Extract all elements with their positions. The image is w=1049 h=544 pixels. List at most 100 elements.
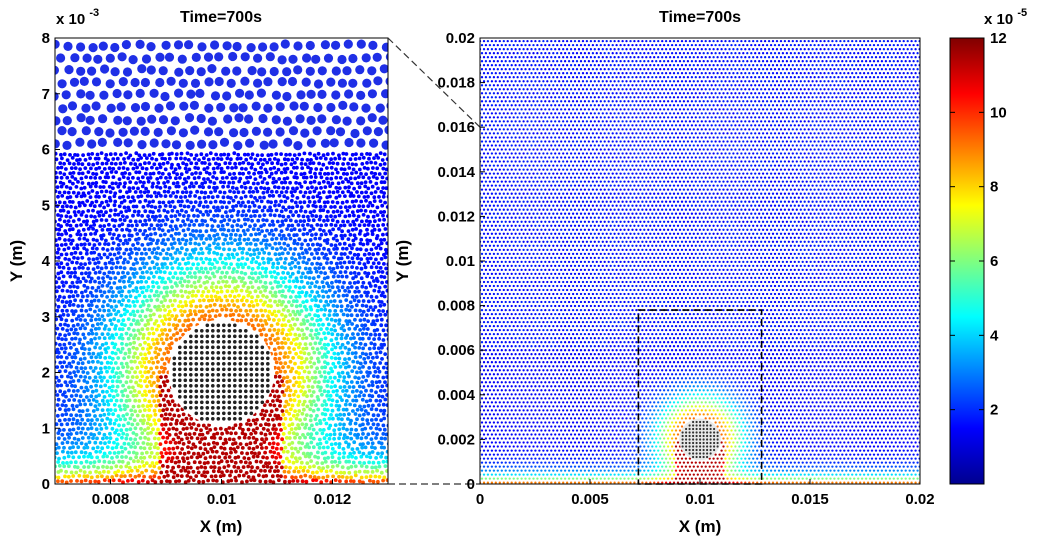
left-obstacle-particle [233, 323, 237, 328]
left-particle [169, 341, 174, 346]
left-particle [224, 427, 228, 432]
left-particle [82, 246, 86, 251]
left-obstacle-particle [183, 351, 188, 355]
left-obstacle-particle [244, 373, 248, 377]
left-particle [370, 184, 375, 189]
left-particle [263, 167, 268, 172]
left-coarse-particle [385, 77, 388, 86]
left-particle [186, 256, 191, 261]
left-particle [337, 356, 342, 361]
left-particle [149, 366, 154, 371]
left-particle [189, 446, 194, 451]
left-particle [321, 294, 326, 299]
left-particle [271, 427, 275, 431]
left-particle [86, 360, 91, 364]
left-particle [105, 248, 110, 252]
left-particle [379, 210, 383, 215]
left-particle [120, 289, 125, 294]
left-particle [219, 298, 224, 303]
left-particle [310, 233, 314, 237]
left-particle [98, 413, 103, 418]
left-particle [318, 428, 323, 432]
left-particle [285, 176, 290, 181]
left-particle [96, 465, 100, 470]
left-particle [181, 323, 186, 328]
left-particle [172, 293, 176, 298]
left-particle [63, 322, 67, 327]
left-particle [154, 319, 159, 323]
left-particle [303, 209, 308, 214]
left-particle [211, 157, 216, 161]
left-particle [61, 265, 66, 270]
left-particle [345, 322, 350, 326]
left-particle [124, 342, 129, 347]
left-coarse-particle [55, 139, 60, 149]
left-particle [364, 248, 369, 252]
left-particle [375, 318, 380, 323]
left-particle [234, 195, 238, 199]
left-particle [102, 395, 107, 399]
left-particle [277, 233, 282, 237]
left-particle [314, 298, 318, 303]
left-particle [126, 271, 130, 276]
left-particle [297, 384, 301, 388]
left-particle [212, 455, 217, 460]
left-particle [196, 451, 201, 456]
left-particle [326, 294, 331, 299]
left-particle [335, 389, 339, 393]
left-particle [107, 336, 112, 340]
left-particle [272, 213, 277, 218]
left-particle [134, 251, 139, 256]
left-particle [135, 413, 140, 418]
left-particle [224, 307, 229, 312]
left-particle [178, 451, 183, 455]
left-particle [315, 242, 320, 247]
left-particle [82, 378, 87, 383]
left-particle [369, 247, 374, 252]
left-particle [145, 404, 150, 409]
left-particle [105, 379, 110, 384]
left-particle [303, 266, 308, 271]
left-particle [202, 298, 206, 303]
left-particle [71, 219, 76, 224]
left-particle [288, 388, 293, 393]
left-particle [281, 280, 286, 284]
left-particle [248, 308, 253, 313]
left-particle [126, 176, 131, 181]
left-particle [132, 340, 137, 345]
left-particle [58, 360, 63, 365]
left-particle [201, 204, 206, 209]
left-particle [329, 205, 333, 209]
left-particle [298, 219, 303, 224]
left-particle [214, 246, 219, 250]
left-particle [281, 300, 285, 304]
left-particle [314, 232, 318, 237]
left-particle [209, 190, 213, 195]
left-particle [327, 397, 331, 402]
left-particle [183, 195, 188, 199]
left-particle [248, 290, 252, 295]
left-obstacle-particle [266, 373, 270, 377]
left-particle [133, 333, 138, 338]
left-particle [325, 317, 330, 321]
left-particle [335, 161, 340, 166]
left-particle [345, 380, 350, 385]
left-particle [110, 388, 114, 393]
left-particle [332, 432, 337, 437]
left-particle [119, 361, 124, 366]
left-particle [381, 478, 385, 483]
left-particle [220, 214, 225, 219]
left-particle [176, 184, 181, 189]
left-particle [70, 337, 74, 341]
left-particle [248, 241, 253, 246]
left-particle [86, 152, 91, 157]
left-particle [173, 214, 178, 218]
left-particle [146, 285, 151, 289]
left-particle [151, 280, 155, 284]
left-particle [135, 441, 140, 446]
left-particle [254, 308, 259, 313]
left-particle [372, 322, 377, 327]
left-particle [69, 204, 73, 209]
left-particle [221, 184, 226, 189]
left-particle [282, 355, 287, 359]
